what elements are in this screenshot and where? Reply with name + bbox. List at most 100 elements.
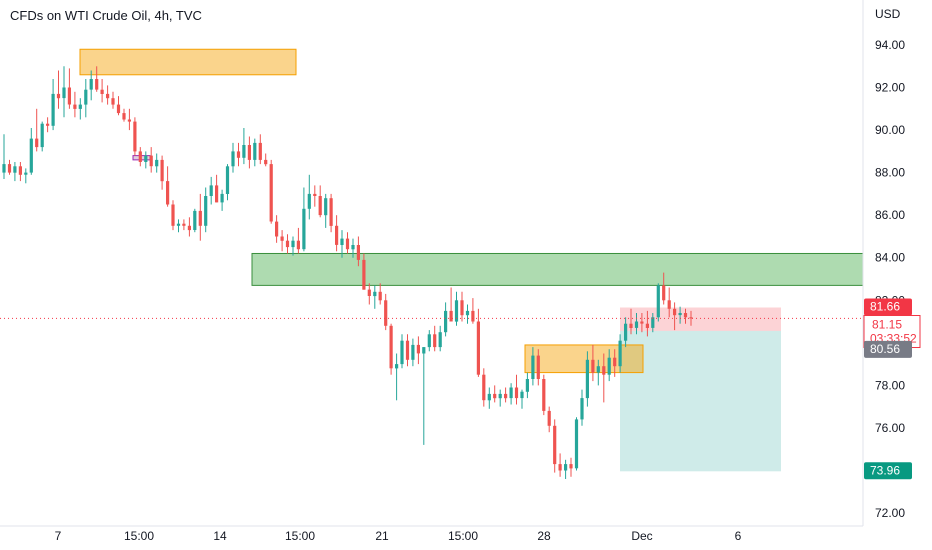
candle-body bbox=[634, 321, 639, 328]
candle-body bbox=[493, 393, 497, 399]
time-tick-label: Dec bbox=[631, 529, 652, 543]
price-tick-label: 90.00 bbox=[875, 123, 905, 137]
candle bbox=[56, 70, 61, 109]
time-tick-label: 7 bbox=[55, 529, 62, 543]
candle-body bbox=[127, 119, 131, 122]
candle bbox=[313, 185, 317, 207]
candle bbox=[155, 153, 159, 173]
candle bbox=[67, 68, 71, 109]
candle-body bbox=[667, 300, 671, 309]
candle-body bbox=[56, 93, 61, 99]
stop-price-tag: 81.66 bbox=[864, 298, 912, 316]
candle-body bbox=[24, 172, 28, 175]
candle bbox=[215, 174, 219, 203]
candle-body bbox=[629, 323, 633, 328]
candle-body bbox=[618, 340, 622, 367]
candle bbox=[640, 313, 644, 333]
candle-body bbox=[553, 425, 557, 465]
candle bbox=[656, 283, 660, 322]
candle-body bbox=[160, 159, 164, 182]
candle bbox=[400, 334, 404, 369]
candle-body bbox=[231, 151, 235, 167]
candle bbox=[580, 389, 584, 426]
price-tick-label: 94.00 bbox=[875, 38, 905, 52]
candle-body bbox=[307, 193, 311, 209]
candle-body bbox=[313, 193, 317, 196]
candle-body bbox=[683, 313, 688, 318]
candle-body bbox=[645, 323, 649, 328]
candle bbox=[324, 193, 328, 228]
candle bbox=[106, 85, 110, 105]
candle bbox=[362, 253, 366, 290]
chart-title: CFDs on WTI Crude Oil, 4h, TVC bbox=[10, 8, 202, 23]
candle bbox=[422, 347, 426, 445]
candle bbox=[89, 70, 93, 101]
candle bbox=[498, 389, 502, 407]
candle-body bbox=[236, 151, 241, 158]
candle bbox=[242, 128, 246, 165]
candle bbox=[84, 79, 88, 118]
demand-box-mid[interactable] bbox=[524, 344, 644, 374]
candle-body bbox=[514, 387, 519, 399]
resistance-zone[interactable] bbox=[251, 252, 864, 286]
candle bbox=[2, 134, 6, 179]
candle bbox=[411, 338, 415, 367]
candle-body bbox=[29, 138, 33, 173]
candle-body bbox=[351, 245, 355, 250]
candle bbox=[127, 108, 131, 131]
candle-body bbox=[487, 393, 491, 401]
candle-body bbox=[389, 325, 393, 369]
candle-body bbox=[547, 410, 551, 426]
candle bbox=[198, 193, 202, 241]
candle-body bbox=[498, 393, 502, 399]
candle bbox=[471, 298, 475, 324]
candle-body bbox=[253, 142, 257, 160]
candle bbox=[253, 138, 257, 167]
candle bbox=[678, 306, 682, 324]
candle-body bbox=[285, 240, 290, 248]
candle-body bbox=[329, 198, 333, 226]
candle bbox=[291, 236, 295, 256]
price-tick-label: 76.00 bbox=[875, 421, 905, 435]
candle bbox=[531, 347, 535, 386]
target-price-tag: 73.96 bbox=[864, 462, 912, 480]
candle bbox=[634, 313, 639, 335]
candle-body bbox=[509, 387, 513, 399]
position-stop-zone[interactable] bbox=[620, 307, 781, 331]
candle bbox=[602, 353, 606, 403]
price-axis[interactable]: 94.0092.0090.0088.0086.0084.0082.0080.00… bbox=[875, 38, 905, 520]
candle-body bbox=[7, 164, 12, 173]
candle-body bbox=[176, 223, 181, 226]
candle bbox=[673, 302, 677, 331]
candle bbox=[318, 185, 322, 218]
candle bbox=[296, 227, 300, 254]
candle-body bbox=[302, 208, 306, 250]
candle-body bbox=[51, 93, 55, 126]
candle-body bbox=[460, 300, 464, 316]
candle-body bbox=[471, 310, 475, 322]
candle bbox=[269, 159, 273, 224]
time-axis[interactable]: 7 15:00 14 15:00 21 15:00 28 Dec 6 bbox=[55, 529, 742, 543]
candle bbox=[340, 230, 344, 258]
candle bbox=[166, 166, 170, 207]
candle bbox=[193, 208, 197, 233]
candle-body bbox=[89, 79, 93, 90]
candle bbox=[454, 291, 459, 326]
price-tick-label: 88.00 bbox=[875, 166, 905, 180]
position-target-zone[interactable] bbox=[620, 330, 781, 472]
candle bbox=[100, 79, 104, 103]
candle-body bbox=[689, 317, 693, 319]
candle-body bbox=[395, 364, 399, 369]
candle bbox=[182, 219, 186, 231]
candle bbox=[651, 313, 655, 333]
entry-price-tag: 80.56 bbox=[864, 340, 912, 358]
candle bbox=[247, 136, 251, 169]
candle bbox=[416, 336, 420, 365]
candle bbox=[149, 147, 153, 173]
supply-box-top[interactable] bbox=[79, 48, 297, 76]
time-tick-label: 14 bbox=[213, 529, 227, 543]
candle-body bbox=[258, 142, 262, 160]
candle bbox=[7, 159, 12, 175]
